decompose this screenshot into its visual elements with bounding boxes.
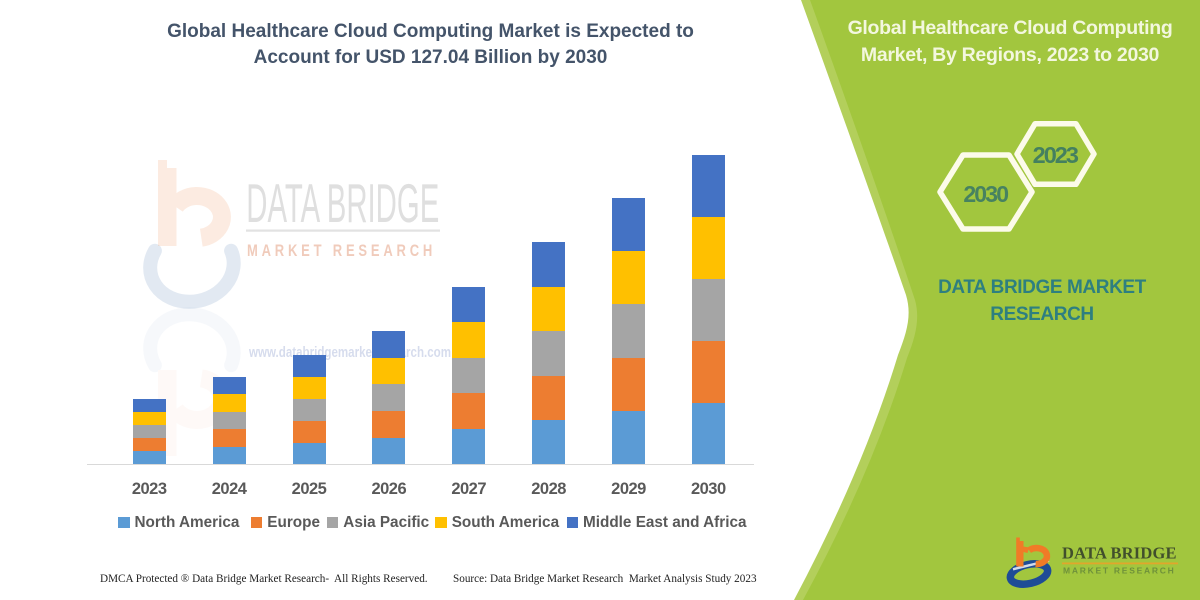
svg-text:DATA BRIDGE: DATA BRIDGE [246,174,439,234]
svg-text:2023: 2023 [1033,142,1079,168]
svg-text:2030: 2030 [963,181,1008,207]
svg-text:MARKET RESEARCH: MARKET RESEARCH [1063,566,1177,576]
svg-text:www.databridgemarketresearch.c: www.databridgemarketresearch.com [248,344,451,361]
svg-text:MARKET RESEARCH: MARKET RESEARCH [247,243,436,261]
svg-text:DATA BRIDGE: DATA BRIDGE [1062,544,1178,563]
